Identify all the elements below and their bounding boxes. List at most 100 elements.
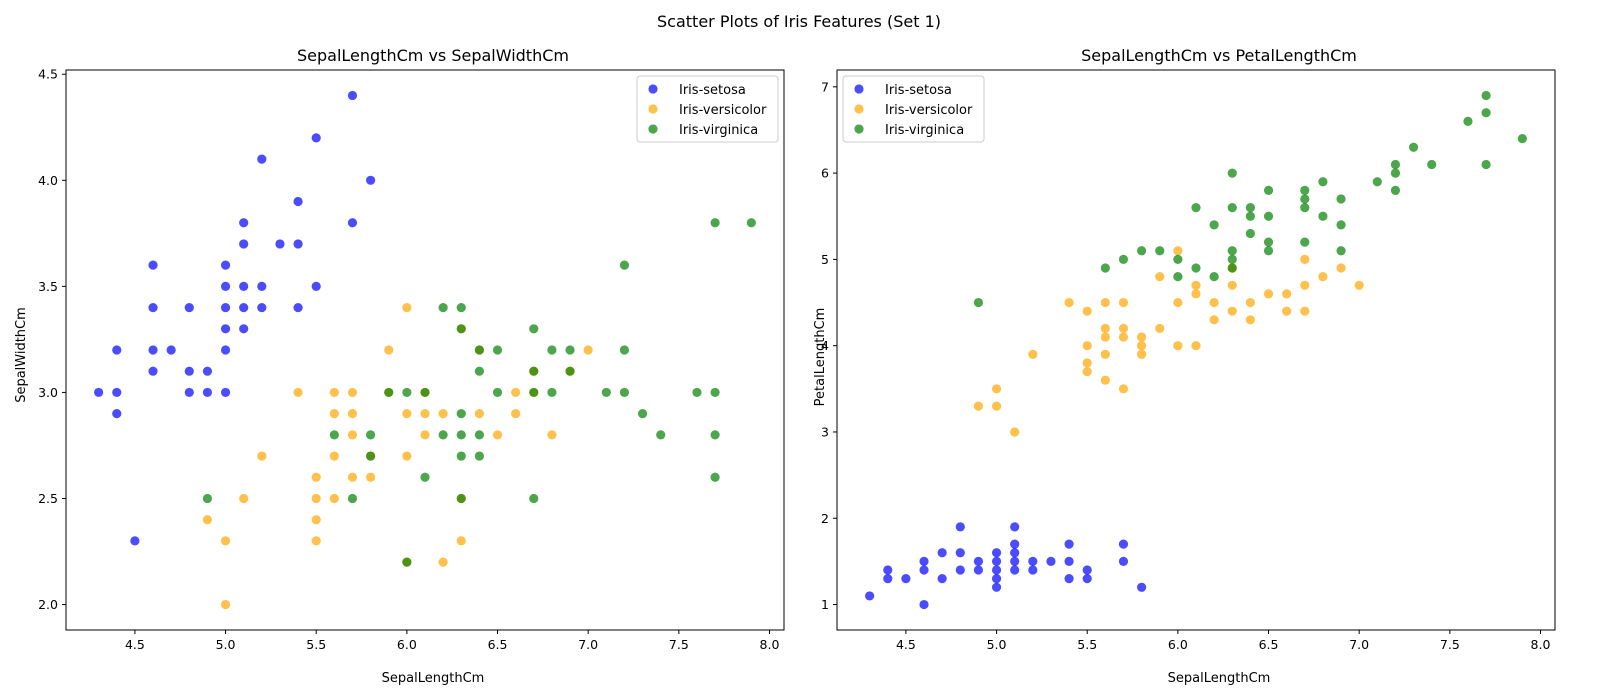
- left-point-iris-virginica: [402, 387, 412, 398]
- right-point-iris-versicolor: [1118, 332, 1129, 342]
- left-series-iris-virginica: [202, 218, 756, 567]
- right-legend-marker-iris-virginica: [854, 124, 864, 134]
- right-point-iris-virginica: [1517, 134, 1527, 144]
- right-point-iris-virginica: [1318, 211, 1328, 221]
- left-point-iris-versicolor: [511, 409, 521, 419]
- left-point-iris-versicolor: [311, 515, 321, 525]
- right-x-axis-label: SepalLengthCm: [1168, 671, 1271, 686]
- left-point-iris-virginica: [529, 324, 539, 334]
- left-point-iris-virginica: [492, 345, 503, 355]
- right-legend-box: [842, 75, 985, 143]
- left-point-iris-virginica: [329, 430, 339, 440]
- right-point-iris-virginica: [1390, 168, 1401, 178]
- right-point-iris-versicolor: [991, 401, 1002, 411]
- right-point-iris-virginica: [1227, 168, 1237, 178]
- right-point-iris-setosa: [991, 574, 1002, 584]
- left-point-iris-setosa: [184, 387, 194, 398]
- left-point-iris-virginica: [438, 430, 448, 440]
- right-legend-label-iris-virginica: Iris-virginica: [885, 123, 964, 138]
- left-y-axis-label: SepalWidthCm: [14, 307, 29, 403]
- left-point-iris-virginica: [710, 387, 720, 398]
- left-point-iris-versicolor: [420, 430, 430, 440]
- left-point-iris-setosa: [293, 196, 303, 207]
- right-x-tick-label: 8.0: [1531, 637, 1551, 652]
- left-point-iris-setosa: [220, 345, 231, 355]
- right-y-tick-label: 2: [821, 511, 829, 526]
- right-point-iris-virginica: [1245, 211, 1255, 221]
- left-scatter-plot: SepalLengthCm vs SepalWidthCm SepalLengt…: [14, 46, 785, 686]
- right-point-iris-virginica: [1227, 254, 1237, 264]
- right-point-iris-versicolor: [1173, 246, 1183, 256]
- right-x-tick-label: 6.5: [1259, 637, 1279, 652]
- right-point-iris-virginica: [1463, 116, 1473, 126]
- right-point-iris-virginica: [1173, 272, 1183, 282]
- right-series-iris-setosa: [865, 522, 1147, 610]
- right-point-iris-virginica: [1227, 263, 1237, 273]
- right-point-iris-virginica: [1336, 220, 1346, 230]
- right-point-iris-virginica: [1263, 237, 1274, 247]
- right-point-iris-setosa: [1028, 556, 1038, 567]
- left-point-iris-virginica: [529, 366, 539, 376]
- right-point-iris-versicolor: [1028, 349, 1038, 359]
- left-point-iris-versicolor: [293, 387, 303, 398]
- right-point-iris-versicolor: [1137, 341, 1147, 351]
- right-point-iris-setosa: [1137, 582, 1147, 592]
- right-point-iris-virginica: [1227, 246, 1237, 256]
- left-point-iris-setosa: [112, 409, 122, 419]
- left-point-iris-setosa: [220, 302, 231, 313]
- left-point-iris-versicolor: [202, 515, 213, 525]
- right-point-iris-virginica: [1245, 203, 1255, 213]
- right-point-iris-virginica: [1300, 185, 1310, 195]
- left-point-iris-versicolor: [366, 472, 376, 482]
- right-point-iris-setosa: [955, 565, 965, 575]
- right-point-iris-setosa: [1118, 539, 1129, 549]
- left-point-iris-versicolor: [329, 387, 339, 398]
- left-point-iris-setosa: [311, 281, 321, 291]
- right-point-iris-versicolor: [1118, 384, 1129, 394]
- left-point-iris-versicolor: [311, 472, 321, 482]
- figure-suptitle: Scatter Plots of Iris Features (Set 1): [657, 12, 941, 31]
- left-point-iris-versicolor: [311, 493, 321, 504]
- right-point-iris-versicolor: [1064, 297, 1074, 308]
- left-point-iris-virginica: [474, 430, 484, 440]
- right-point-iris-versicolor: [1245, 315, 1255, 325]
- right-point-iris-virginica: [1191, 263, 1201, 273]
- left-point-iris-setosa: [148, 345, 158, 355]
- right-point-iris-virginica: [1263, 246, 1274, 256]
- right-point-iris-virginica: [1300, 194, 1310, 204]
- right-point-iris-setosa: [1064, 556, 1074, 567]
- left-point-iris-virginica: [420, 472, 430, 482]
- left-point-iris-versicolor: [402, 451, 412, 461]
- left-point-iris-versicolor: [347, 472, 358, 482]
- right-x-tick-label: 5.0: [987, 637, 1007, 652]
- left-point-iris-setosa: [148, 302, 158, 313]
- left-point-iris-virginica: [601, 387, 611, 398]
- left-point-iris-versicolor: [547, 430, 557, 440]
- right-point-iris-virginica: [1263, 185, 1274, 195]
- right-point-iris-versicolor: [1118, 323, 1129, 334]
- left-point-iris-virginica: [456, 430, 466, 440]
- left-y-tick-label: 3.0: [38, 385, 58, 400]
- left-legend-label-iris-versicolor: Iris-versicolor: [679, 103, 767, 118]
- right-point-iris-versicolor: [1010, 427, 1020, 437]
- left-point-iris-versicolor: [474, 409, 484, 419]
- left-point-iris-versicolor: [329, 409, 339, 419]
- right-point-iris-setosa: [883, 574, 893, 584]
- left-point-iris-virginica: [710, 218, 720, 228]
- left-point-iris-setosa: [257, 154, 267, 164]
- left-point-iris-virginica: [384, 387, 394, 398]
- right-point-iris-versicolor: [1191, 341, 1201, 351]
- right-point-iris-setosa: [1064, 539, 1074, 549]
- left-point-iris-virginica: [456, 324, 466, 334]
- left-point-iris-virginica: [456, 451, 466, 461]
- left-point-iris-versicolor: [220, 536, 231, 546]
- right-point-iris-versicolor: [1082, 366, 1092, 377]
- right-point-iris-versicolor: [1300, 254, 1310, 264]
- right-point-iris-virginica: [1300, 203, 1310, 213]
- right-x-tick-label: 7.5: [1440, 637, 1460, 652]
- right-x-tick-label: 6.0: [1168, 637, 1188, 652]
- left-point-iris-versicolor: [420, 409, 430, 419]
- left-point-iris-versicolor: [511, 387, 521, 398]
- left-point-iris-virginica: [456, 409, 466, 419]
- right-point-iris-virginica: [1118, 254, 1129, 264]
